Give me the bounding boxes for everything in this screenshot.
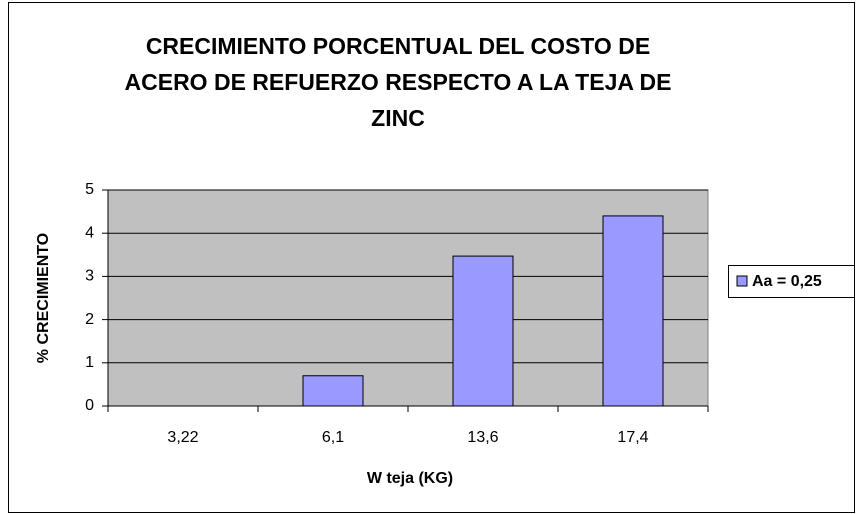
x-tick-label: 13,6 <box>467 429 498 446</box>
y-tick-label: 2 <box>85 311 94 328</box>
x-tick-label: 6,1 <box>322 429 344 446</box>
x-tick-label: 3,22 <box>167 429 198 446</box>
y-tick-label: 1 <box>85 354 94 371</box>
y-axis-label: % CRECIMIENTO <box>35 233 52 363</box>
legend-box <box>728 265 855 298</box>
bar <box>452 255 514 407</box>
bar <box>302 375 364 407</box>
y-tick-label: 0 <box>85 397 94 414</box>
x-tick-label: 17,4 <box>617 429 648 446</box>
chart-title: CRECIMIENTO PORCENTUAL DEL COSTO DE ACER… <box>124 33 672 131</box>
bar <box>602 215 664 407</box>
y-tick-label: 5 <box>85 181 94 198</box>
x-axis-label: W teja (KG) <box>367 470 453 487</box>
y-tick-label: 3 <box>85 268 94 285</box>
legend-swatch <box>736 275 748 287</box>
legend-label: Aa = 0,25 <box>752 273 822 290</box>
y-tick-label: 4 <box>85 224 94 241</box>
